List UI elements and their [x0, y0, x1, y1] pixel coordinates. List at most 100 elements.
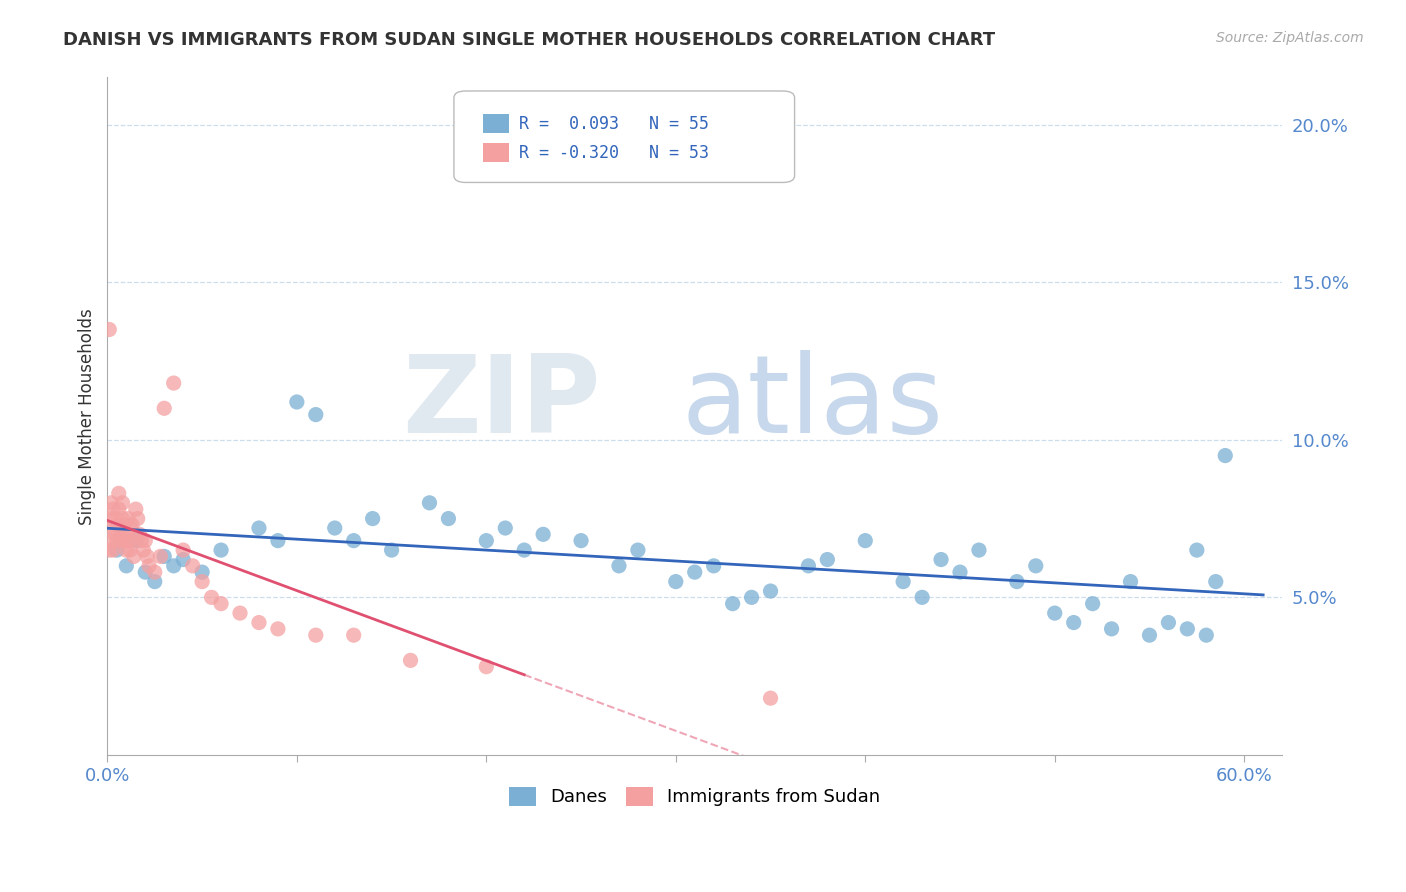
Point	[1101, 622, 1123, 636]
Point	[1025, 558, 1047, 573]
Point	[531, 527, 554, 541]
Point	[267, 533, 290, 548]
Point	[200, 591, 222, 605]
Point	[114, 533, 136, 548]
Point	[121, 533, 143, 548]
Point	[1213, 449, 1236, 463]
Point	[143, 565, 166, 579]
Point	[853, 533, 876, 548]
Point	[153, 401, 176, 416]
Point	[513, 543, 536, 558]
Point	[143, 574, 166, 589]
Point	[305, 408, 328, 422]
Text: atlas: atlas	[682, 350, 943, 456]
Point	[117, 511, 139, 525]
Point	[949, 565, 972, 579]
Point	[1063, 615, 1085, 630]
Point	[627, 543, 650, 558]
Point	[267, 622, 290, 636]
Point	[122, 549, 145, 564]
Point	[100, 496, 122, 510]
Point	[153, 549, 176, 564]
Point	[134, 533, 156, 548]
Point	[125, 502, 148, 516]
Point	[98, 543, 121, 558]
Text: R = -0.320   N = 53: R = -0.320 N = 53	[519, 144, 709, 161]
Point	[815, 552, 838, 566]
Point	[105, 517, 128, 532]
Point	[110, 533, 132, 548]
Point	[247, 521, 270, 535]
Point	[247, 615, 270, 630]
Point	[127, 511, 149, 525]
Point	[117, 533, 139, 548]
Point	[759, 584, 782, 599]
Point	[104, 527, 127, 541]
Point	[128, 527, 150, 541]
FancyBboxPatch shape	[484, 143, 509, 162]
FancyBboxPatch shape	[454, 91, 794, 183]
Point	[115, 543, 138, 558]
Text: DANISH VS IMMIGRANTS FROM SUDAN SINGLE MOTHER HOUSEHOLDS CORRELATION CHART: DANISH VS IMMIGRANTS FROM SUDAN SINGLE M…	[63, 31, 995, 49]
Point	[1157, 615, 1180, 630]
Point	[741, 591, 763, 605]
Point	[100, 511, 122, 525]
Point	[163, 558, 186, 573]
Y-axis label: Single Mother Households: Single Mother Households	[79, 308, 96, 524]
Point	[98, 322, 121, 336]
Point	[131, 533, 153, 548]
Point	[132, 543, 155, 558]
Point	[121, 517, 143, 532]
Point	[967, 543, 990, 558]
Point	[1195, 628, 1218, 642]
Point	[1119, 574, 1142, 589]
Point	[797, 558, 820, 573]
Point	[1043, 606, 1066, 620]
Text: R =  0.093   N = 55: R = 0.093 N = 55	[519, 114, 709, 133]
Point	[929, 552, 952, 566]
Text: ZIP: ZIP	[402, 350, 600, 456]
Point	[381, 543, 404, 558]
Point	[101, 502, 124, 516]
Point	[911, 591, 934, 605]
Point	[149, 549, 172, 564]
Point	[1205, 574, 1227, 589]
Point	[125, 533, 148, 548]
Point	[343, 628, 366, 642]
Point	[114, 517, 136, 532]
Point	[138, 558, 160, 573]
Point	[110, 521, 132, 535]
Point	[100, 533, 122, 548]
Point	[285, 395, 308, 409]
Point	[107, 486, 129, 500]
Text: Source: ZipAtlas.com: Source: ZipAtlas.com	[1216, 31, 1364, 45]
Point	[120, 521, 142, 535]
Point	[1139, 628, 1161, 642]
Point	[494, 521, 516, 535]
Point	[703, 558, 725, 573]
Point	[181, 558, 204, 573]
Point	[399, 653, 422, 667]
Point	[101, 521, 124, 535]
Point	[1175, 622, 1198, 636]
Point	[569, 533, 592, 548]
Point	[665, 574, 688, 589]
Point	[105, 543, 128, 558]
Point	[759, 691, 782, 706]
Point	[209, 597, 232, 611]
Point	[343, 533, 366, 548]
Point	[111, 496, 134, 510]
Point	[229, 606, 252, 620]
Point	[134, 565, 156, 579]
Point	[191, 574, 214, 589]
Point	[111, 511, 134, 525]
Point	[437, 511, 460, 525]
Point	[1081, 597, 1104, 611]
Point	[101, 543, 124, 558]
Point	[607, 558, 630, 573]
Point	[1005, 574, 1028, 589]
Point	[323, 521, 346, 535]
Point	[475, 659, 498, 673]
Point	[115, 527, 138, 541]
Point	[172, 543, 194, 558]
